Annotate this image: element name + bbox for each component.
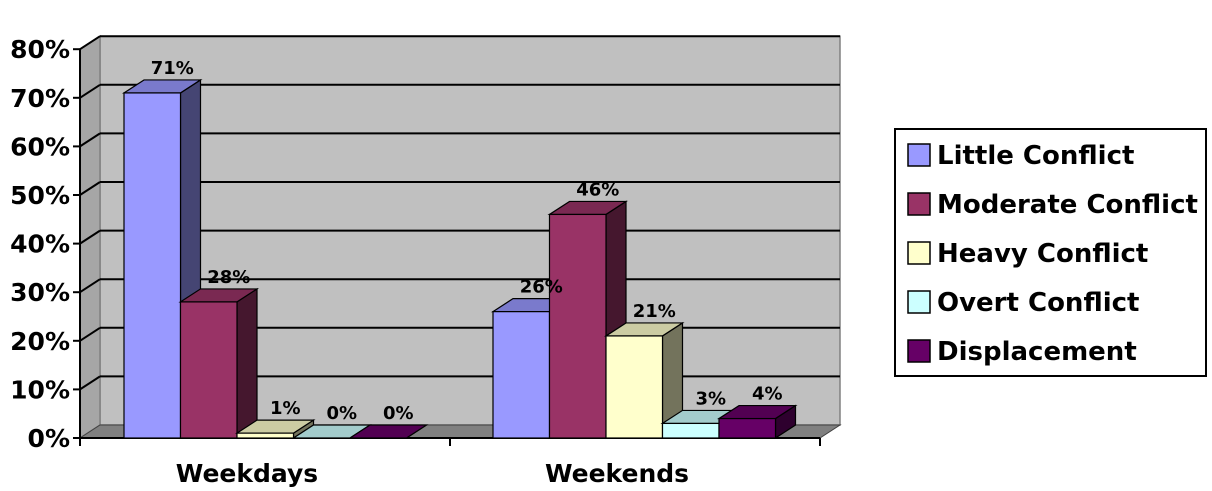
legend-swatch xyxy=(907,290,931,314)
y-tick-label: 20% xyxy=(10,327,70,356)
gridline-side xyxy=(79,278,101,294)
data-label: 3% xyxy=(695,388,726,409)
bar-side xyxy=(236,287,258,440)
bar xyxy=(492,311,551,439)
data-label: 0% xyxy=(326,403,357,424)
gridline-side xyxy=(79,132,101,148)
gridline-side xyxy=(79,35,101,51)
legend-swatch xyxy=(907,192,931,216)
axes: 0% 10% 20% 30% 40% 50% 60% 70% 80% Weekdays Weeken… xyxy=(10,35,821,488)
bar-top xyxy=(347,424,429,439)
y-tick-label: 70% xyxy=(10,84,70,113)
gridline-side xyxy=(79,181,101,196)
legend-box xyxy=(894,128,1207,377)
y-tick-label: 60% xyxy=(10,132,70,161)
y-tick-label: 10% xyxy=(10,375,70,404)
y-tick-label: 30% xyxy=(10,278,70,307)
legend-swatch xyxy=(907,241,931,265)
data-label: 1% xyxy=(270,398,301,419)
gridline-side xyxy=(79,326,101,342)
legend-label: Heavy Conflict xyxy=(937,239,1148,269)
bar xyxy=(718,417,777,439)
legend-label: Overt Conflict xyxy=(937,288,1139,318)
legend: Little Conflict Moderate Conflict Heavy Co… xyxy=(894,128,1207,377)
data-label: 26% xyxy=(520,277,563,298)
bar xyxy=(661,422,720,439)
legend-swatch xyxy=(907,339,931,363)
bar xyxy=(123,92,182,439)
y-tick-label: 80% xyxy=(10,35,70,64)
y-tick-label: 40% xyxy=(10,230,70,259)
data-label: 28% xyxy=(207,267,250,288)
data-label: 21% xyxy=(633,301,676,322)
bar xyxy=(179,301,238,439)
bar xyxy=(605,335,664,439)
x-category-label: Weekends xyxy=(545,459,689,488)
bar xyxy=(236,432,295,439)
data-label: 71% xyxy=(151,58,194,79)
gridline-side xyxy=(79,229,101,245)
data-label: 46% xyxy=(576,179,619,200)
data-label: 0% xyxy=(383,403,414,424)
legend-label: Moderate Conflict xyxy=(937,190,1198,220)
gridline-side xyxy=(79,83,101,99)
y-tick-label: 0% xyxy=(28,424,70,453)
legend-swatch xyxy=(907,143,931,167)
legend-label: Displacement xyxy=(937,337,1137,367)
y-tick-label: 50% xyxy=(10,181,70,210)
gridlines xyxy=(79,35,840,391)
legend-label: Little Conflict xyxy=(937,141,1134,171)
bars xyxy=(121,78,798,440)
bar xyxy=(548,213,607,439)
data-label: 4% xyxy=(752,384,783,405)
gridline-side xyxy=(79,375,101,391)
data-labels: 71% 28% 1% 0% 0% 26% 46% 21% 3% 4% xyxy=(151,58,783,424)
x-category-label: Weekdays xyxy=(176,459,318,488)
